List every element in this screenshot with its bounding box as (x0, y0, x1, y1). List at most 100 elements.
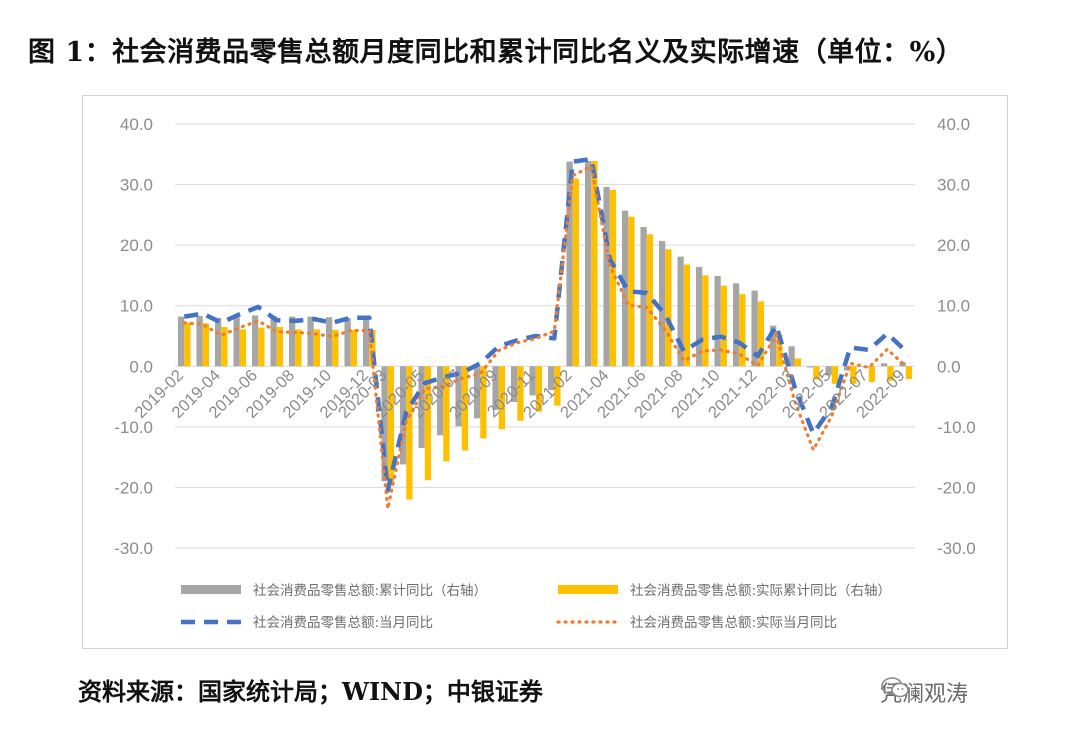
y-tick-label-right: -10.0 (937, 418, 976, 437)
y-tick-label-right: -30.0 (937, 539, 976, 558)
bar-cumulative-real (905, 366, 913, 380)
y-tick-label-right: 10.0 (937, 297, 970, 316)
bar-cumulative-real (406, 366, 413, 500)
bar-cumulative-real (443, 366, 450, 462)
bar-cumulative-real (498, 366, 506, 430)
bar-cumulative-real (184, 322, 191, 367)
bar-cumulative-nominal (455, 366, 462, 427)
y-tick-label-left: 30.0 (120, 176, 153, 195)
bar-cumulative-nominal (307, 316, 314, 367)
y-tick-label-left: 10.0 (120, 297, 153, 316)
bar-cumulative-real (850, 366, 857, 384)
bar-cumulative-real (794, 358, 802, 367)
legend-label: 社会消费品零售总额:当月同比 (253, 615, 433, 631)
bar-cumulative-real (313, 329, 321, 367)
bar-cumulative-real (535, 366, 543, 412)
bar-cumulative-real (646, 234, 654, 367)
legend-swatch (181, 585, 241, 594)
bar-cumulative-real (202, 323, 210, 367)
watermark: 凭澜观涛 (880, 676, 968, 708)
bar-cumulative-nominal (436, 366, 444, 436)
bar-cumulative-real (683, 264, 691, 367)
bar-cumulative-nominal (362, 317, 370, 367)
chart-svg: 40.0 40.0 30.0 30.0 20.0 20.0 10.0 10.0 0.0 0.0 -1… (114, 115, 976, 631)
bar-cumulative-real (813, 366, 820, 380)
bar-cumulative-real (868, 366, 876, 383)
bar-cumulative-real (591, 160, 598, 367)
bar-cumulative-real (424, 366, 432, 481)
bar-cumulative-real (369, 329, 376, 367)
bar-cumulative-real (332, 329, 339, 367)
legend-label: 社会消费品零售总额:实际当月同比 (630, 615, 837, 631)
bar-cumulative-nominal (732, 283, 740, 367)
bar-cumulative-real (628, 216, 635, 367)
bar-cumulative-real (776, 334, 783, 367)
bar-cumulative-real (517, 366, 524, 421)
bar-cumulative-real (757, 301, 765, 367)
bar-cumulative-nominal (418, 366, 425, 449)
bar-cumulative-real (276, 326, 284, 367)
bar-cumulative-real (831, 366, 839, 384)
y-tick-label-left: -20.0 (114, 478, 153, 497)
line-monthly-real (182, 164, 908, 509)
bar-cumulative-nominal (751, 290, 758, 367)
bar-cumulative-nominal (473, 366, 481, 419)
y-tick-label-right: -20.0 (937, 478, 976, 497)
y-tick-label-left: -10.0 (114, 418, 153, 437)
y-tick-label-right: 40.0 (937, 115, 970, 134)
bar-cumulative-real (609, 190, 617, 367)
bar-cumulative-nominal (658, 240, 666, 367)
y-tick-label-left: 20.0 (120, 236, 153, 255)
bar-cumulative-nominal (806, 366, 814, 368)
bar-cumulative-nominal (251, 315, 259, 367)
bar-cumulative-nominal (825, 366, 832, 376)
bar-cumulative-nominal (769, 325, 777, 367)
bar-cumulative-nominal (196, 316, 203, 367)
bar-cumulative-nominal (621, 210, 629, 367)
bar-cumulative-real (239, 329, 247, 367)
bar-cumulative-nominal (233, 317, 240, 367)
y-tick-label-right: 20.0 (937, 236, 970, 255)
bar-cumulative-real (387, 366, 395, 483)
bar-cumulative-nominal (529, 366, 536, 396)
bar-cumulative-nominal (288, 316, 296, 367)
bar-cumulative-real (739, 294, 746, 367)
bar-cumulative-nominal (214, 317, 222, 367)
bar-cumulative-nominal (270, 316, 277, 367)
bar-cumulative-nominal (344, 317, 351, 367)
bar-cumulative-nominal (381, 366, 388, 482)
bar-cumulative-nominal (695, 266, 703, 367)
bar-cumulative-nominal (714, 276, 721, 367)
bar-cumulative-real (702, 275, 709, 367)
y-tick-label-left: 0.0 (129, 357, 153, 376)
legend-swatch (558, 585, 618, 594)
bar-cumulative-real (221, 326, 228, 367)
legend-label: 社会消费品零售总额:实际累计同比（右轴） (630, 583, 891, 599)
bar-cumulative-nominal (677, 256, 684, 367)
bar-cumulative-nominal (547, 366, 555, 390)
bar-cumulative-real (665, 249, 672, 367)
bar-cumulative-nominal (492, 366, 499, 410)
bar-cumulative-real (350, 329, 358, 367)
figure-title: 图 1：社会消费品零售总额月度同比和累计同比名义及实际增速（单位：%） (28, 37, 964, 68)
bar-cumulative-nominal (399, 366, 407, 465)
y-tick-label-right: 30.0 (937, 176, 970, 195)
wechat-icon (881, 677, 909, 698)
bar-cumulative-nominal (566, 161, 573, 367)
y-tick-label-left: -30.0 (114, 539, 153, 558)
bar-cumulative-nominal (880, 363, 888, 367)
bar-cumulative-nominal (640, 226, 647, 367)
bar-cumulative-nominal (177, 316, 185, 367)
bar-cumulative-nominal (788, 346, 795, 367)
bar-cumulative-real (480, 366, 487, 439)
chart-frame: 40.0 40.0 30.0 30.0 20.0 20.0 10.0 10.0 0.0 0.0 -1… (82, 95, 1008, 649)
bar-cumulative-real (720, 285, 728, 367)
bar-cumulative-real (554, 366, 561, 406)
bar-cumulative-real (887, 366, 894, 381)
source-note: 资料来源：国家统计局；WIND；中银证券 (78, 677, 543, 706)
bar-cumulative-real (295, 329, 302, 367)
y-tick-label-right: 0.0 (937, 357, 961, 376)
bar-cumulative-nominal (325, 317, 333, 367)
legend-label: 社会消费品零售总额:累计同比（右轴） (253, 583, 487, 599)
line-monthly-nominal (183, 156, 908, 493)
